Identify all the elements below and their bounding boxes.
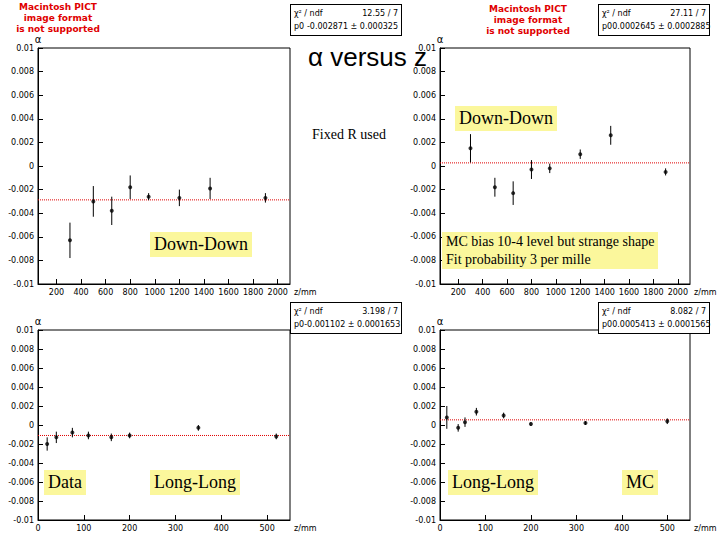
svg-text:1400: 1400 (194, 288, 214, 297)
svg-text:1400: 1400 (594, 288, 614, 297)
svg-text:z/mm: z/mm (694, 524, 717, 533)
svg-text:α: α (437, 316, 444, 327)
svg-text:α: α (35, 316, 42, 327)
svg-text:1200: 1200 (169, 288, 189, 297)
svg-text:100: 100 (478, 524, 493, 533)
svg-text:-0.008: -0.008 (410, 497, 436, 506)
svg-text:0.002: 0.002 (413, 138, 436, 147)
svg-text:0: 0 (431, 162, 436, 171)
svg-text:α: α (35, 34, 42, 45)
svg-text:-0.006: -0.006 (8, 478, 34, 487)
svg-text:0.006: 0.006 (11, 91, 34, 100)
svg-text:1600: 1600 (619, 288, 639, 297)
svg-text:-0.004: -0.004 (8, 209, 34, 218)
svg-text:1000: 1000 (145, 288, 165, 297)
svg-text:800: 800 (123, 288, 138, 297)
svg-text:-0.01: -0.01 (415, 516, 436, 525)
svg-text:z/mm: z/mm (294, 288, 317, 297)
svg-text:0: 0 (35, 524, 40, 533)
svg-text:z/mm: z/mm (694, 288, 717, 297)
svg-text:-0.008: -0.008 (8, 256, 34, 265)
svg-text:-0.008: -0.008 (8, 497, 34, 506)
svg-text:400: 400 (614, 524, 629, 533)
svg-text:300: 300 (168, 524, 183, 533)
svg-text:1800: 1800 (643, 288, 663, 297)
svg-text:0: 0 (29, 162, 34, 171)
svg-text:600: 600 (499, 288, 514, 297)
svg-text:0.01: 0.01 (16, 326, 34, 335)
svg-text:-0.004: -0.004 (8, 459, 34, 468)
svg-text:0.006: 0.006 (413, 91, 436, 100)
svg-text:2000: 2000 (268, 288, 288, 297)
svg-text:0.002: 0.002 (11, 138, 34, 147)
svg-text:0.004: 0.004 (413, 383, 436, 392)
svg-text:0.008: 0.008 (11, 67, 34, 76)
svg-text:-0.002: -0.002 (410, 185, 436, 194)
svg-text:0.004: 0.004 (11, 114, 34, 123)
svg-text:-0.004: -0.004 (410, 459, 436, 468)
svg-text:-0.006: -0.006 (8, 232, 34, 241)
svg-text:-0.01: -0.01 (13, 280, 34, 289)
svg-text:0.004: 0.004 (11, 383, 34, 392)
svg-text:-0.002: -0.002 (8, 440, 34, 449)
svg-text:0.002: 0.002 (11, 402, 34, 411)
svg-text:0.004: 0.004 (413, 114, 436, 123)
svg-text:0: 0 (29, 421, 34, 430)
svg-text:400: 400 (214, 524, 229, 533)
svg-text:0.002: 0.002 (413, 402, 436, 411)
svg-text:0.006: 0.006 (11, 364, 34, 373)
svg-text:500: 500 (259, 524, 274, 533)
svg-text:200: 200 (523, 524, 538, 533)
svg-text:200: 200 (122, 524, 137, 533)
svg-text:0.01: 0.01 (418, 326, 436, 335)
svg-text:α: α (437, 34, 444, 45)
svg-text:100: 100 (76, 524, 91, 533)
svg-text:0.006: 0.006 (413, 364, 436, 373)
svg-text:z/mm: z/mm (294, 524, 317, 533)
svg-text:0.008: 0.008 (413, 345, 436, 354)
svg-text:0: 0 (431, 421, 436, 430)
svg-text:0.008: 0.008 (11, 345, 34, 354)
svg-text:1000: 1000 (546, 288, 566, 297)
svg-text:-0.01: -0.01 (415, 280, 436, 289)
svg-text:-0.002: -0.002 (8, 185, 34, 194)
svg-text:-0.01: -0.01 (13, 516, 34, 525)
svg-text:1600: 1600 (218, 288, 238, 297)
svg-text:800: 800 (524, 288, 539, 297)
svg-text:-0.008: -0.008 (410, 256, 436, 265)
svg-text:-0.006: -0.006 (410, 232, 436, 241)
svg-text:-0.004: -0.004 (410, 209, 436, 218)
svg-text:600: 600 (98, 288, 113, 297)
svg-text:200: 200 (451, 288, 466, 297)
svg-text:-0.006: -0.006 (410, 478, 436, 487)
svg-text:400: 400 (73, 288, 88, 297)
svg-text:2000: 2000 (668, 288, 688, 297)
svg-text:300: 300 (569, 524, 584, 533)
svg-text:1200: 1200 (570, 288, 590, 297)
svg-text:200: 200 (49, 288, 64, 297)
svg-text:0.01: 0.01 (16, 44, 34, 53)
svg-text:0: 0 (437, 524, 442, 533)
svg-text:400: 400 (475, 288, 490, 297)
svg-text:500: 500 (660, 524, 675, 533)
svg-text:1800: 1800 (243, 288, 263, 297)
svg-text:-0.002: -0.002 (410, 440, 436, 449)
